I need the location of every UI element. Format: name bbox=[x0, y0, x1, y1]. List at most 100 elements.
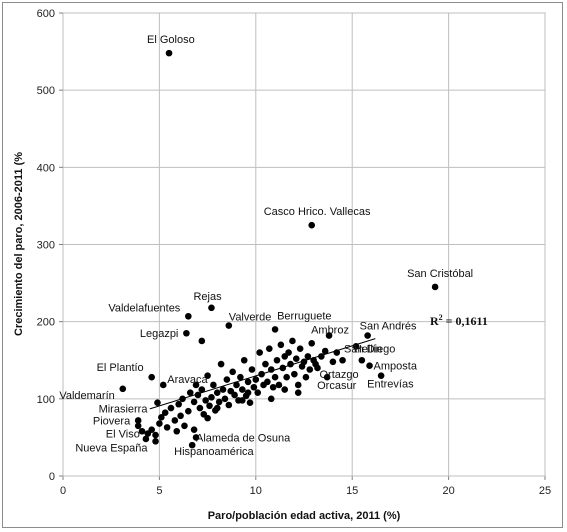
data-point bbox=[204, 414, 211, 422]
labeled-data-point bbox=[183, 329, 190, 337]
data-point bbox=[158, 414, 165, 421]
data-point bbox=[281, 386, 289, 393]
point-label: Berruguete bbox=[277, 310, 331, 322]
point-label: El Viso bbox=[106, 429, 140, 441]
point-label: Casco Hrico. Vallecas bbox=[264, 206, 371, 218]
data-point bbox=[279, 364, 287, 372]
data-point bbox=[262, 360, 269, 368]
point-label: Valdemarín bbox=[59, 390, 114, 402]
data-point bbox=[210, 381, 217, 389]
data-point bbox=[265, 345, 273, 352]
data-point bbox=[239, 397, 246, 404]
labeled-data-point bbox=[165, 49, 173, 57]
point-label: Ambroz bbox=[311, 325, 349, 337]
r2-value: = 0,1611 bbox=[443, 314, 488, 328]
data-point bbox=[219, 386, 227, 393]
data-point bbox=[308, 339, 316, 347]
point-label: Entrevías bbox=[367, 379, 414, 391]
data-point bbox=[175, 400, 182, 408]
data-point bbox=[177, 412, 184, 420]
point-label: Ortazgo bbox=[319, 369, 358, 381]
point-label: Hellín bbox=[354, 343, 382, 355]
data-point bbox=[248, 366, 256, 373]
data-points bbox=[119, 49, 439, 449]
data-point bbox=[294, 389, 302, 396]
data-point bbox=[194, 391, 202, 399]
point-label: Orcasur bbox=[317, 380, 356, 392]
data-point bbox=[152, 431, 159, 439]
point-label: San Andrés bbox=[360, 321, 417, 333]
data-point bbox=[233, 381, 240, 389]
y-axis-title: Crecimiento del paro, 2006-2011 (% bbox=[13, 152, 25, 336]
data-point bbox=[252, 376, 260, 383]
y-tick-label: 600 bbox=[37, 8, 55, 20]
data-point bbox=[244, 389, 252, 396]
labeled-data-point bbox=[358, 356, 366, 364]
data-point bbox=[333, 349, 341, 356]
x-tick-label: 0 bbox=[60, 485, 66, 497]
data-point bbox=[198, 386, 206, 393]
data-point bbox=[273, 356, 281, 364]
data-point bbox=[190, 426, 198, 434]
data-point bbox=[231, 391, 238, 399]
labeled-data-point bbox=[185, 312, 192, 320]
data-point bbox=[221, 395, 229, 403]
point-label: Mirasierra bbox=[99, 404, 149, 416]
labeled-data-point bbox=[144, 430, 152, 437]
point-label: Legazpi bbox=[140, 328, 179, 340]
data-point bbox=[204, 372, 211, 379]
labeled-data-point bbox=[154, 399, 161, 406]
data-point bbox=[206, 402, 213, 410]
labeled-data-point bbox=[225, 322, 233, 329]
data-point bbox=[192, 381, 200, 389]
data-point bbox=[185, 407, 192, 415]
data-point bbox=[287, 360, 294, 368]
data-point bbox=[208, 393, 215, 401]
data-point bbox=[240, 356, 248, 364]
data-point bbox=[269, 383, 277, 391]
data-point bbox=[300, 358, 308, 366]
y-tick-label: 300 bbox=[37, 240, 55, 252]
y-tick-labels: 0 100 200 300 400 500 600 bbox=[37, 8, 55, 483]
data-point bbox=[217, 360, 225, 368]
labeled-data-point bbox=[134, 417, 142, 424]
data-point bbox=[190, 398, 198, 406]
y-tick-label: 500 bbox=[37, 85, 55, 97]
labeled-data-point bbox=[377, 372, 385, 379]
data-point bbox=[213, 404, 221, 412]
point-label: Rejas bbox=[193, 291, 222, 303]
data-point bbox=[296, 345, 304, 352]
data-point bbox=[186, 389, 194, 396]
point-label: Nueva España bbox=[75, 442, 148, 454]
point-label: Amposta bbox=[374, 361, 418, 373]
data-point bbox=[291, 370, 298, 378]
labeled-data-point bbox=[323, 373, 331, 381]
data-point bbox=[256, 349, 263, 356]
data-point bbox=[202, 397, 209, 404]
data-point bbox=[171, 417, 179, 424]
point-label: Aravaca bbox=[167, 374, 208, 386]
labeled-data-point bbox=[119, 385, 127, 393]
r2-label: R2 = 0,1611 bbox=[430, 313, 488, 328]
data-point bbox=[244, 378, 252, 386]
point-label: Valdelafuentes bbox=[108, 302, 180, 314]
labeled-data-point bbox=[314, 364, 321, 372]
data-point bbox=[339, 356, 346, 364]
labeled-data-point bbox=[431, 283, 439, 291]
y-tick-label: 0 bbox=[49, 471, 55, 483]
data-point bbox=[138, 427, 146, 435]
data-point bbox=[264, 378, 271, 386]
data-point bbox=[223, 376, 231, 383]
data-point bbox=[267, 366, 275, 373]
grid-lines bbox=[59, 12, 546, 480]
data-point bbox=[271, 373, 279, 381]
point-label: San Cristóbal bbox=[407, 268, 473, 280]
data-point bbox=[318, 353, 325, 360]
y-tick-label: 200 bbox=[37, 317, 55, 329]
data-point bbox=[239, 386, 246, 393]
labeled-data-point bbox=[159, 381, 167, 389]
data-point bbox=[198, 337, 206, 345]
data-point bbox=[277, 341, 285, 349]
data-point bbox=[267, 395, 275, 403]
labeled-data-point bbox=[364, 332, 371, 339]
